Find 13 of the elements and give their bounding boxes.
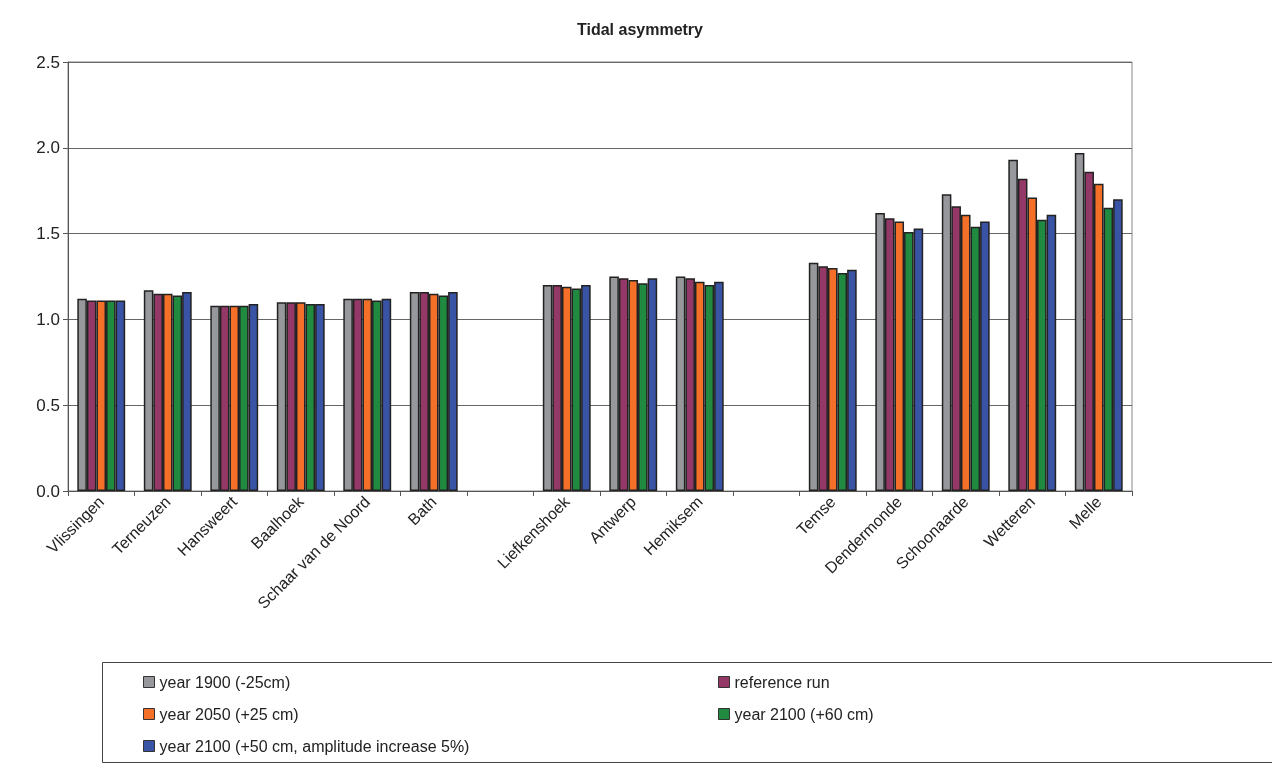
y-tick-label: 0.5: [36, 395, 60, 415]
x-tick-label: Bath: [404, 492, 440, 529]
legend-label: year 2100 (+60 cm): [734, 705, 874, 723]
y-tick-label: 2.5: [36, 52, 60, 72]
y-tick-label: 1.0: [36, 309, 60, 329]
legend-label: year 2100 (+50 cm, amplitude increase 5%): [159, 737, 470, 755]
y-tick-label: 1.5: [36, 224, 60, 244]
chart-title: Tidal asymmetry: [577, 20, 704, 38]
legend-label: reference run: [734, 673, 830, 691]
y-tick-label: 0.0: [36, 481, 60, 501]
y-tick-label: 2.0: [36, 138, 60, 158]
legend-label: year 1900 (-25cm): [159, 673, 291, 691]
legend-label: year 2050 (+25 cm): [159, 705, 299, 723]
